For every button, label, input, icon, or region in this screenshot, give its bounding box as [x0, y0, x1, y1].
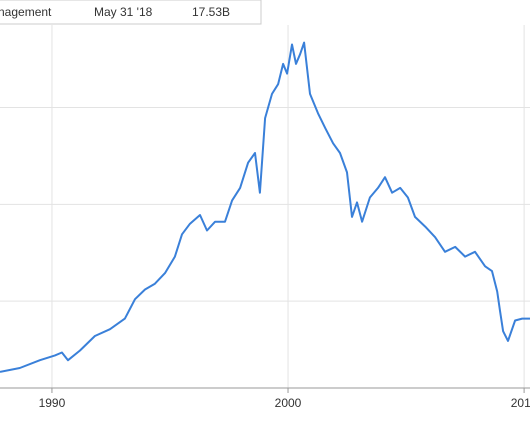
x-tick-label: 2010	[511, 396, 530, 410]
x-tick-label: 2000	[275, 396, 302, 410]
x-tick-label: 1990	[39, 396, 66, 410]
header-value: 17.53B	[192, 5, 230, 19]
series-name: nagement	[0, 5, 52, 19]
data-line	[0, 41, 530, 373]
header-date: May 31 '18	[94, 5, 153, 19]
header-box	[0, 0, 262, 25]
